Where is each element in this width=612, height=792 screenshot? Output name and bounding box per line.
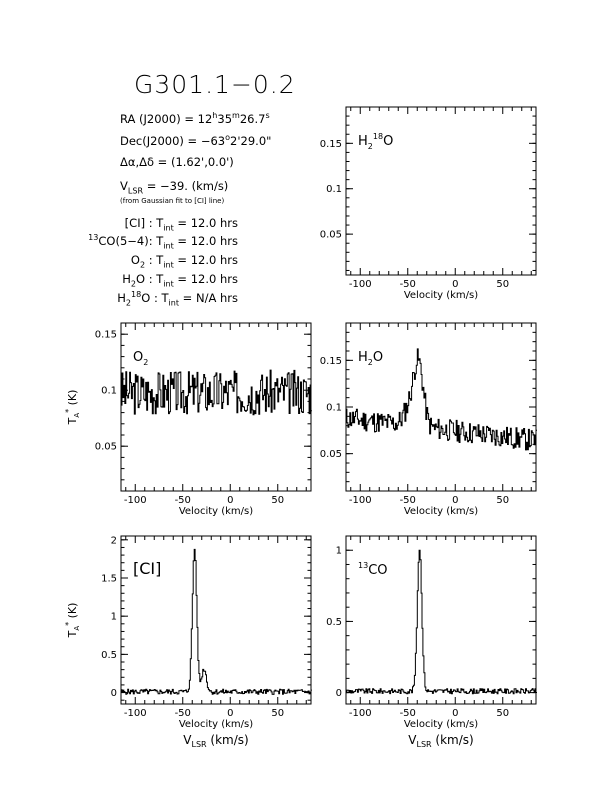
y-tick-label: 0.05 [320, 230, 342, 241]
page-title: G301.1−0.2 [134, 70, 296, 99]
x-tick-label: -100 [349, 495, 372, 506]
y-tick-label: 0.05 [95, 442, 117, 453]
offset-line: Δα,Δδ = (1.62',0.0') [120, 155, 234, 169]
chart-h2o: -100 -50 0 50 0.05 0.1 0.15 Velocity (km/s) H2O [320, 322, 537, 517]
y-tick-label: 1 [336, 546, 342, 557]
y-tick-label: 2 [111, 535, 117, 546]
chart-13co: -100 -50 0 50 0 0.5 1 Velocity (km/s) 13CO VLSR (… [326, 535, 537, 749]
y-tick-label: 0.5 [101, 650, 117, 661]
x-tick-label: 50 [271, 708, 284, 719]
vlsr-line: VLSR = −39. (km/s) [120, 179, 229, 196]
panel-label: H218O [358, 132, 393, 151]
series-line [346, 348, 537, 451]
panel-label: O2 [133, 350, 148, 367]
integration-line: 13CO(5−4): Tint = 12.0 hrs [88, 233, 238, 251]
vlsr-note: (from Gaussian fit to [CI] line) [120, 197, 225, 205]
series-line [121, 548, 312, 695]
x-tick-label: 50 [496, 708, 509, 719]
x-tick-label: 0 [227, 495, 233, 506]
x-tick-label: -100 [124, 495, 147, 506]
x-tick-label: 0 [452, 708, 458, 719]
y-tick-label: 0.1 [101, 386, 117, 397]
x-axis-label: Velocity (km/s) [179, 719, 253, 730]
series-line [346, 549, 537, 695]
y-tick-label: 0.1 [326, 184, 342, 195]
dec-line: Dec(J2000) = −63o2'29.0" [120, 133, 272, 148]
y-tick-label: 0.15 [320, 356, 342, 367]
y-tick-label: 0.5 [326, 617, 342, 628]
chart-ci: -100 -50 0 50 0 0.5 1 1.5 2 Velocity (km/s) TA* (K… [64, 535, 312, 749]
plot-frame [345, 535, 537, 705]
ra-line: RA (J2000) = 12h35m26.7s [120, 111, 270, 126]
integration-line: H218O : Tint = N/A hrs [117, 290, 238, 308]
x-tick-label: 0 [227, 708, 233, 719]
x-tick-label: 50 [496, 279, 509, 290]
x-tick-label: 0 [452, 279, 458, 290]
vlsr-axis-label: VLSR (km/s) [183, 733, 248, 749]
plot-frame [120, 535, 312, 705]
chart-o2: -100 -50 0 50 0.05 0.1 0.15 Velocity (km/s) TA* … [64, 322, 312, 517]
panel-label: [CI] [133, 559, 161, 578]
x-tick-label: -50 [400, 495, 416, 506]
x-tick-label: -50 [400, 708, 416, 719]
x-tick-label: 50 [271, 495, 284, 506]
x-tick-label: 50 [496, 495, 509, 506]
y-axis-label: TA* (K) [64, 603, 81, 639]
plot-frame [120, 322, 312, 492]
y-tick-label: 1 [111, 612, 117, 623]
chart-h218o: -100 -50 0 50 0.05 0.1 0.15 Velocity (km/s) H218… [320, 106, 537, 301]
panel-label: 13CO [358, 561, 388, 578]
y-tick-label: 1.5 [101, 574, 117, 585]
panel-label: H2O [358, 350, 383, 367]
y-tick-label: 0 [111, 688, 117, 699]
x-tick-label: -50 [400, 279, 416, 290]
plot-frame [345, 322, 537, 492]
y-tick-label: 0.15 [95, 330, 117, 341]
x-axis-label: Velocity (km/s) [179, 506, 253, 517]
x-axis-label: Velocity (km/s) [404, 290, 478, 301]
x-tick-label: -100 [124, 708, 147, 719]
x-tick-label: -100 [349, 708, 372, 719]
y-tick-label: 0 [336, 688, 342, 699]
x-tick-label: -100 [349, 279, 372, 290]
y-axis-label: TA* (K) [64, 390, 81, 426]
integration-line: H2O : Tint = 12.0 hrs [122, 272, 238, 289]
integration-line: O2 : Tint = 12.0 hrs [130, 253, 238, 270]
plot-frame [345, 106, 537, 276]
x-axis-label: Velocity (km/s) [404, 719, 478, 730]
y-tick-label: 0.1 [326, 403, 342, 414]
y-tick-label: 0.05 [320, 449, 342, 460]
x-tick-label: -50 [175, 495, 191, 506]
integration-line: [CI] : Tint = 12.0 hrs [124, 216, 238, 233]
y-tick-label: 0.15 [320, 139, 342, 150]
series-line [121, 369, 312, 416]
vlsr-axis-label: VLSR (km/s) [408, 733, 473, 749]
x-axis-label: Velocity (km/s) [404, 506, 478, 517]
x-tick-label: 0 [452, 495, 458, 506]
x-tick-label: -50 [175, 708, 191, 719]
